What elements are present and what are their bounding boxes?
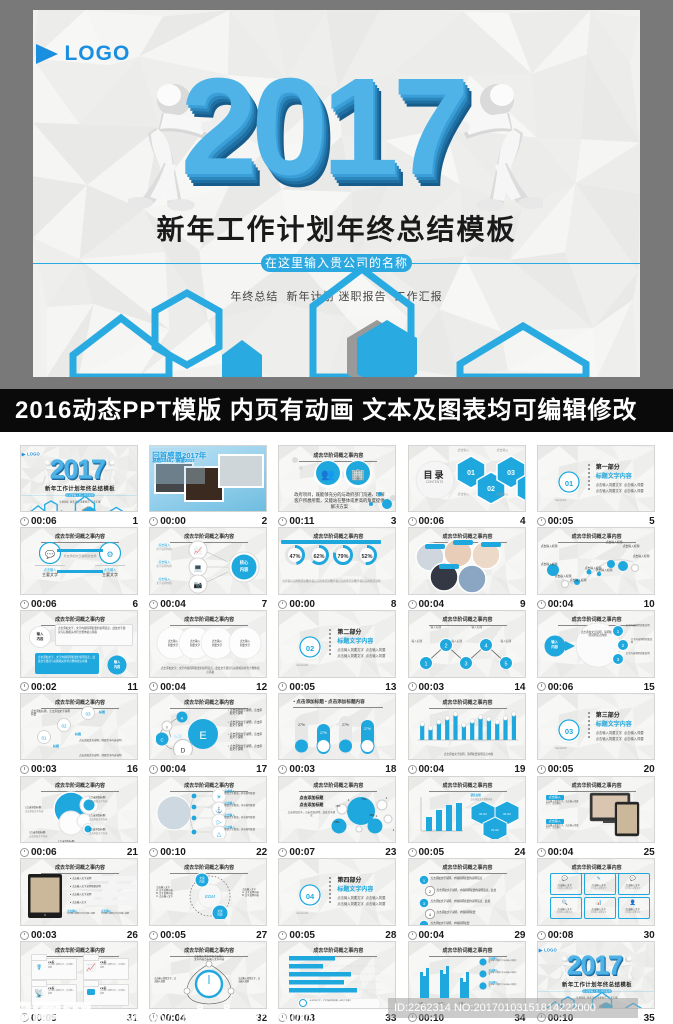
- svg-text:03: 03: [565, 727, 573, 736]
- svg-text:点击输入: 点击输入: [240, 639, 251, 643]
- svg-text:03: 03: [507, 470, 515, 477]
- svg-text:内容: 内容: [200, 880, 206, 884]
- svg-text:内容: 内容: [240, 566, 249, 573]
- svg-text:EDM: EDM: [205, 894, 215, 899]
- svg-text:01: 01: [565, 479, 573, 488]
- svg-text:2: 2: [444, 644, 447, 650]
- svg-text:内容: 内容: [218, 913, 224, 917]
- svg-text:B: B: [166, 724, 169, 729]
- svg-text:简要文字: 简要文字: [168, 643, 179, 647]
- svg-text:01: 01: [467, 470, 475, 477]
- svg-text:79%: 79%: [338, 554, 349, 560]
- svg-text:文案: 文案: [218, 909, 224, 913]
- svg-text:点击输入: 点击输入: [190, 639, 201, 643]
- svg-text:💬: 💬: [45, 549, 55, 559]
- svg-text:04: 04: [306, 892, 315, 901]
- svg-text:A: A: [181, 715, 184, 720]
- svg-text:☤: ☤: [36, 963, 41, 972]
- svg-text:.1: .1: [385, 796, 388, 800]
- svg-text:52%: 52%: [362, 554, 373, 560]
- svg-text:02: 02: [487, 486, 495, 493]
- svg-text:D: D: [181, 747, 186, 754]
- svg-text:.1: .1: [347, 798, 350, 802]
- svg-text:📈: 📈: [194, 546, 203, 555]
- svg-text:核心: 核心: [240, 559, 249, 566]
- svg-text:02: 02: [61, 723, 67, 728]
- svg-text:02: 02: [306, 644, 314, 653]
- svg-text:📈: 📈: [86, 962, 96, 972]
- svg-text:E: E: [200, 730, 207, 742]
- svg-text:文案: 文案: [200, 876, 206, 880]
- svg-text:C: C: [161, 737, 164, 742]
- svg-text:3: 3: [464, 662, 467, 668]
- svg-text:03: 03: [85, 711, 91, 716]
- svg-text:简要文字: 简要文字: [212, 643, 223, 647]
- svg-text:01.02: 01.02: [503, 812, 511, 816]
- svg-text:.1: .1: [375, 814, 378, 818]
- svg-text:01.02: 01.02: [491, 828, 499, 832]
- svg-text:01: 01: [41, 735, 47, 740]
- svg-text:📷: 📷: [194, 581, 203, 589]
- svg-text:4: 4: [484, 644, 487, 650]
- svg-text:▷: ▷: [217, 820, 222, 826]
- svg-text:简要文字: 简要文字: [190, 643, 201, 647]
- svg-text:点击输入: 点击输入: [212, 639, 223, 643]
- svg-text:47%: 47%: [290, 554, 301, 560]
- svg-text:27%: 27%: [298, 723, 305, 727]
- svg-text:⚙: ⚙: [106, 550, 113, 559]
- svg-text:☀: ☀: [216, 794, 221, 801]
- svg-text:.1: .1: [392, 828, 395, 832]
- svg-text:27%: 27%: [342, 723, 349, 727]
- svg-text:⚓: ⚓: [215, 806, 222, 814]
- svg-text:1: 1: [424, 662, 427, 668]
- svg-text:01.02: 01.02: [479, 812, 487, 816]
- svg-text:27%: 27%: [320, 731, 327, 735]
- svg-text:62%: 62%: [314, 554, 325, 560]
- svg-text:简要文字: 简要文字: [240, 643, 251, 647]
- svg-text:点击输入: 点击输入: [168, 639, 179, 643]
- svg-text:27%: 27%: [364, 727, 371, 731]
- svg-text:△: △: [217, 832, 222, 838]
- svg-text:5: 5: [504, 662, 507, 668]
- svg-text:💻: 💻: [194, 564, 203, 572]
- svg-text:标题: 标题: [174, 733, 182, 739]
